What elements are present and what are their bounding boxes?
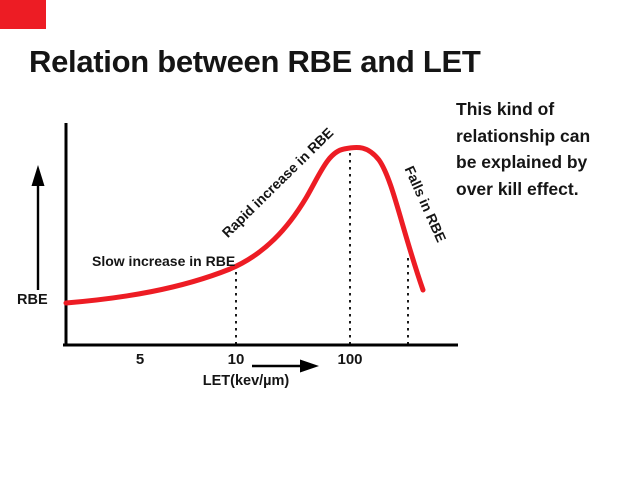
slide-title: Relation between RBE and LET — [29, 44, 481, 79]
x-axis-label: LET(kev/µm) — [203, 373, 290, 389]
annotation-rapid-increase: Rapid increase in RBE — [219, 124, 337, 240]
explanation-note-line-3: be explained by — [456, 152, 588, 173]
x-tick-10: 10 — [228, 351, 245, 368]
slide-accent-block — [0, 0, 46, 29]
x-tick-5: 5 — [136, 351, 144, 368]
explanation-note: This kind of relationship can be explain… — [456, 96, 636, 202]
explanation-note-line-1: This kind of — [456, 99, 555, 119]
rbe-curve — [63, 144, 426, 306]
explanation-note-line-2: relationship can — [456, 125, 591, 146]
annotation-falls: Falls in RBE — [402, 163, 450, 244]
x-axis-arrow-icon — [252, 359, 319, 373]
y-axis-arrow-icon — [31, 165, 45, 290]
explanation-note-line-4: over kill effect. — [456, 178, 579, 199]
y-axis-label: RBE — [17, 292, 48, 308]
x-tick-100: 100 — [337, 351, 362, 368]
annotation-slow-increase: Slow increase in RBE — [92, 253, 235, 269]
